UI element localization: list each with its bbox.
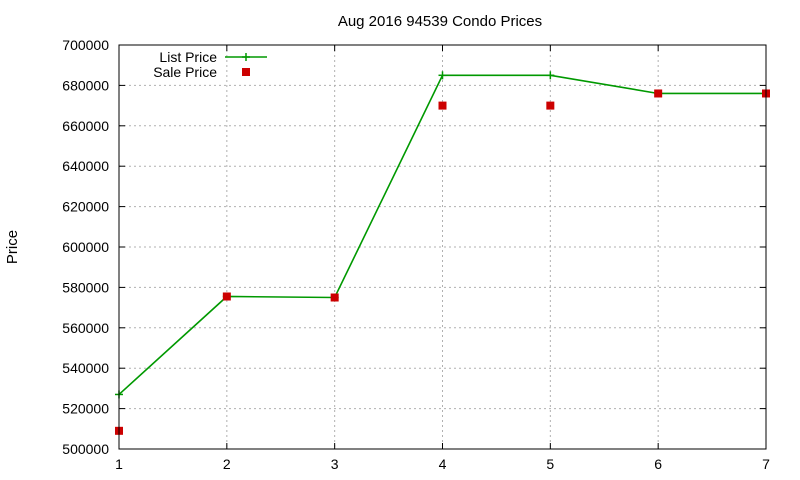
- x-tick-label: 5: [546, 456, 554, 472]
- x-tick-label: 3: [331, 456, 339, 472]
- y-tick-label: 520000: [62, 401, 109, 417]
- y-tick-label: 500000: [62, 441, 109, 457]
- x-tick-label: 4: [439, 456, 447, 472]
- y-tick-label: 580000: [62, 279, 109, 295]
- x-tick-label: 6: [654, 456, 662, 472]
- y-tick-label: 640000: [62, 158, 109, 174]
- legend-label-sale-price: Sale Price: [153, 64, 217, 80]
- legend-swatch-sale-price: [242, 68, 250, 76]
- x-tick-label: 1: [115, 456, 123, 472]
- axis-ticks: 500000 520000 540000 560000 580000 600000 6200…: [62, 37, 770, 472]
- sale-price-point: [654, 89, 663, 98]
- y-axis-label: Price: [4, 230, 21, 264]
- sale-price-point: [222, 292, 231, 301]
- y-tick-label: 540000: [62, 360, 109, 376]
- plot-frame: [118, 44, 767, 450]
- list-price-point: [438, 71, 447, 80]
- chart-title: Aug 2016 94539 Condo Prices: [338, 13, 542, 30]
- y-tick-label: 560000: [62, 320, 109, 336]
- legend-marker-list-price: [242, 53, 250, 61]
- y-tick-label: 680000: [62, 77, 109, 93]
- y-tick-label: 660000: [62, 118, 109, 134]
- y-tick-label: 600000: [62, 239, 109, 255]
- legend-label-list-price: List Price: [159, 49, 217, 65]
- x-tick-label: 7: [762, 456, 770, 472]
- list-price-point: [546, 71, 555, 80]
- sale-price-point: [438, 101, 447, 110]
- grid-lines: [119, 45, 766, 449]
- y-tick-label: 620000: [62, 199, 109, 215]
- y-tick-label: 700000: [62, 37, 109, 53]
- x-tick-label: 2: [223, 456, 231, 472]
- sale-price-point: [546, 101, 555, 110]
- sale-price-point: [330, 293, 339, 302]
